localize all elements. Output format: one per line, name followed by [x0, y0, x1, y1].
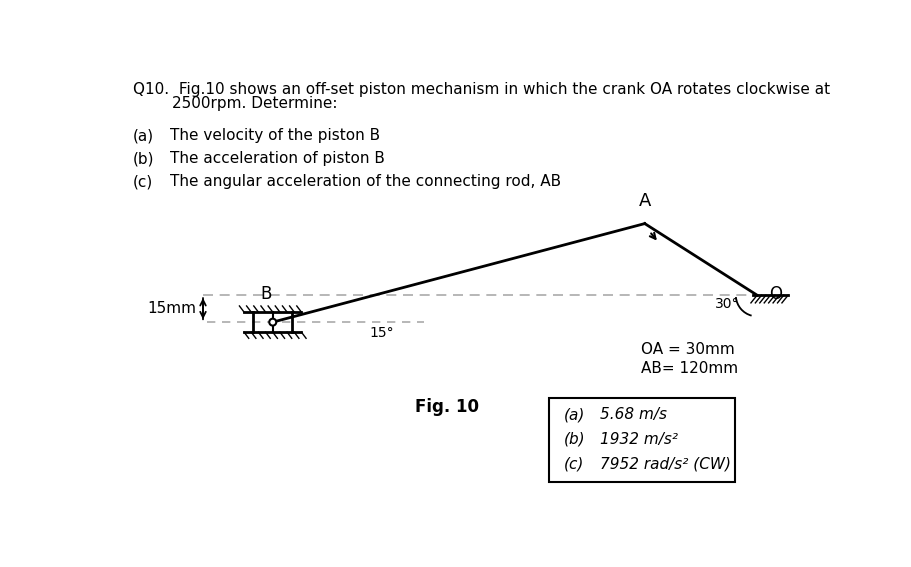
Text: 1932 m/s²: 1932 m/s²	[599, 431, 678, 447]
Circle shape	[270, 319, 276, 325]
Text: Q10.  Fig.10 shows an off-set piston mechanism in which the crank OA rotates clo: Q10. Fig.10 shows an off-set piston mech…	[133, 82, 830, 97]
Text: (b): (b)	[563, 431, 585, 447]
Text: (c): (c)	[133, 174, 153, 189]
Text: AB= 120mm: AB= 120mm	[640, 361, 738, 376]
Text: (c): (c)	[563, 456, 584, 471]
Text: 15°: 15°	[370, 326, 394, 340]
Text: B: B	[261, 285, 272, 303]
Text: O: O	[770, 285, 783, 303]
Text: 7952 rad/s² (CW): 7952 rad/s² (CW)	[599, 456, 731, 471]
Text: 15mm: 15mm	[148, 301, 197, 316]
Text: (a): (a)	[563, 407, 585, 422]
Text: The velocity of the piston B: The velocity of the piston B	[169, 128, 380, 143]
Text: 30°: 30°	[715, 298, 740, 311]
Text: OA = 30mm: OA = 30mm	[640, 341, 734, 357]
Text: (b): (b)	[133, 151, 155, 166]
Text: Fig. 10: Fig. 10	[415, 398, 479, 416]
Text: A: A	[639, 192, 651, 210]
Text: 2500rpm. Determine:: 2500rpm. Determine:	[133, 96, 338, 111]
Bar	[549, 397, 735, 483]
Text: (a): (a)	[133, 128, 154, 143]
Text: The acceleration of piston B: The acceleration of piston B	[169, 151, 384, 166]
Text: The angular acceleration of the connecting rod, AB: The angular acceleration of the connecti…	[169, 174, 561, 189]
Text: 5.68 m/s: 5.68 m/s	[599, 407, 667, 422]
